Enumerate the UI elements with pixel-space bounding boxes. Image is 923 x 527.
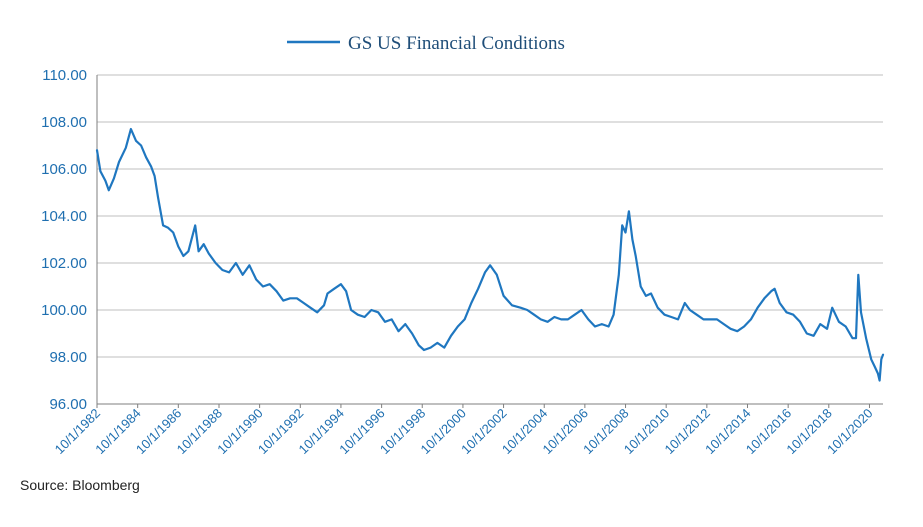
y-tick-label: 110.00: [42, 67, 87, 84]
y-tick-label: 108.00: [41, 114, 87, 131]
y-axis-ticks: 96.00 98.00 100.00 102.00 104.00 106.00 108.00…: [41, 67, 87, 413]
y-tick-label: 98.00: [49, 349, 87, 366]
y-tick-label: 100.00: [41, 302, 87, 319]
axes: [96, 75, 883, 405]
legend: GS US Financial Conditions: [287, 33, 565, 54]
y-tick-label: 104.00: [41, 208, 87, 225]
y-tick-label: 96.00: [49, 396, 87, 413]
source-note: Source: Bloomberg: [20, 477, 140, 493]
y-tick-label: 102.00: [41, 255, 87, 272]
series-group: [95, 127, 885, 382]
y-tick-label: 106.00: [41, 161, 87, 178]
series-line: [95, 127, 885, 382]
gridlines: [97, 74, 883, 358]
x-axis-ticks: 10/1/198210/1/198410/1/198610/1/198810/1…: [52, 404, 876, 457]
legend-label: GS US Financial Conditions: [348, 33, 565, 54]
